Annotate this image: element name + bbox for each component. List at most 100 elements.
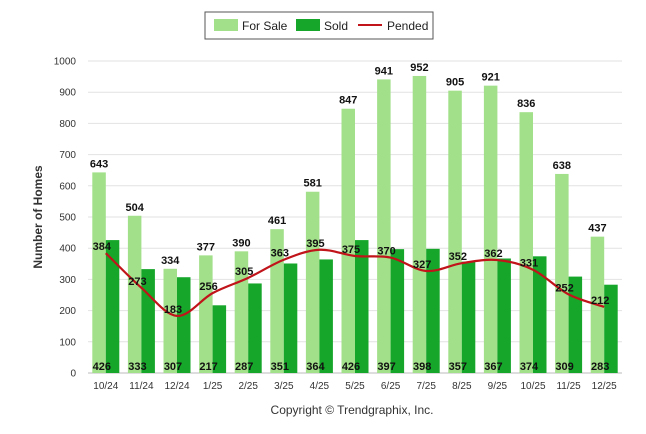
label-sold: 333 (128, 361, 146, 373)
y-tick-label: 600 (59, 181, 76, 192)
label-pended: 362 (484, 248, 502, 260)
bar-for-sale (127, 215, 142, 373)
x-axis-ticks: 10/24 11/24 12/24 1/25 2/25 3/25 4/25 5/25 6/25 7… (93, 381, 617, 392)
label-for-sale: 437 (588, 223, 606, 235)
label-pended: 183 (164, 304, 182, 316)
label-pended: 331 (520, 258, 538, 270)
label-for-sale: 461 (268, 215, 286, 227)
label-pended: 363 (271, 248, 289, 260)
label-for-sale: 952 (410, 62, 428, 74)
label-sold: 397 (377, 361, 395, 373)
label-sold: 374 (520, 361, 539, 373)
bar-sold (461, 261, 476, 373)
bar-for-sale (305, 191, 320, 373)
pended-line (105, 248, 605, 318)
bar-for-sale (448, 90, 462, 373)
y-tick-label: 300 (59, 275, 76, 286)
x-tick-label: 6/25 (381, 381, 401, 392)
data-labels: 643 426 504 333 334 307 377 217 390 287 461 351 581 3… (90, 62, 610, 373)
x-tick-label: 10/25 (520, 381, 545, 392)
legend-label-sold: Sold (324, 19, 348, 33)
bar-for-sale (483, 85, 498, 373)
label-sold: 309 (555, 361, 573, 373)
label-for-sale: 941 (375, 65, 393, 77)
x-tick-label: 9/25 (488, 381, 508, 392)
y-axis-ticks: 0 100 200 300 400 500 600 700 800 900 1000 (54, 57, 77, 380)
y-tick-label: 500 (59, 213, 76, 224)
x-tick-label: 1/25 (203, 381, 223, 392)
x-tick-label: 12/25 (592, 381, 617, 392)
label-for-sale: 836 (517, 98, 535, 110)
label-for-sale: 905 (446, 77, 464, 89)
x-tick-label: 4/25 (310, 381, 330, 392)
bar-sold (355, 240, 369, 373)
label-sold: 367 (484, 361, 502, 373)
bar-sold (212, 305, 227, 373)
y-tick-label: 0 (70, 369, 76, 380)
bar-for-sale (377, 79, 391, 374)
bar-for-sale (519, 112, 533, 373)
label-sold: 307 (164, 361, 182, 373)
label-for-sale: 377 (197, 241, 215, 253)
label-sold: 364 (306, 361, 325, 373)
label-pended: 327 (413, 259, 431, 271)
legend-swatch-sold (296, 19, 320, 31)
bar-for-sale (555, 173, 569, 373)
bar-sold (105, 240, 120, 373)
label-sold: 287 (235, 361, 253, 373)
label-sold: 398 (413, 361, 431, 373)
bar-sold (319, 259, 333, 373)
label-for-sale: 390 (232, 237, 250, 249)
label-sold: 426 (342, 361, 360, 373)
x-tick-label: 11/25 (556, 381, 581, 392)
x-tick-label: 5/25 (345, 381, 365, 392)
label-pended: 305 (235, 266, 253, 278)
label-for-sale: 581 (303, 178, 321, 190)
label-for-sale: 334 (161, 255, 180, 267)
pended-line-group: 384 273 183 256 305 363 395 375 370 327 352 362 331 2… (93, 238, 609, 318)
y-tick-label: 400 (59, 244, 76, 255)
bar-for-sale (412, 75, 427, 373)
x-tick-label: 10/24 (93, 381, 118, 392)
bar-sold (533, 256, 547, 373)
bar-for-sale (199, 255, 213, 373)
legend-label-pended: Pended (387, 19, 428, 33)
x-tick-label: 3/25 (274, 381, 294, 392)
bar-sold (568, 276, 583, 373)
label-for-sale: 847 (339, 95, 357, 107)
label-sold: 283 (591, 361, 609, 373)
x-tick-label: 12/24 (164, 381, 189, 392)
x-tick-label: 8/25 (452, 381, 472, 392)
label-pended: 375 (342, 244, 360, 256)
x-tick-label: 2/25 (238, 381, 258, 392)
label-pended: 256 (199, 281, 217, 293)
label-sold: 217 (199, 361, 217, 373)
y-tick-label: 100 (59, 337, 76, 348)
y-tick-label: 1000 (54, 57, 77, 68)
bar-sold (604, 284, 618, 373)
bar-sold (177, 277, 191, 373)
y-tick-label: 200 (59, 306, 76, 317)
bar-sold (390, 249, 405, 373)
legend-label-for-sale: For Sale (242, 19, 288, 33)
bar-sold (497, 258, 511, 373)
label-pended: 370 (377, 246, 395, 258)
label-pended: 384 (93, 241, 112, 253)
bars (92, 75, 618, 374)
label-pended: 352 (449, 251, 467, 263)
bar-sold (426, 248, 440, 373)
y-axis-label: Number of Homes (31, 165, 45, 269)
y-tick-label: 700 (59, 150, 76, 161)
bar-sold (141, 269, 155, 373)
label-pended: 273 (128, 276, 146, 288)
label-pended: 395 (306, 238, 324, 250)
y-tick-label: 800 (59, 119, 76, 130)
label-pended: 212 (591, 295, 609, 307)
label-sold: 357 (449, 361, 467, 373)
x-tick-label: 7/25 (416, 381, 436, 392)
label-for-sale: 504 (125, 202, 144, 214)
legend-swatch-for-sale (214, 19, 238, 31)
copyright: Copyright © Trendgraphix, Inc. (271, 403, 434, 417)
x-tick-label: 11/24 (129, 381, 154, 392)
bar-sold (248, 283, 262, 373)
